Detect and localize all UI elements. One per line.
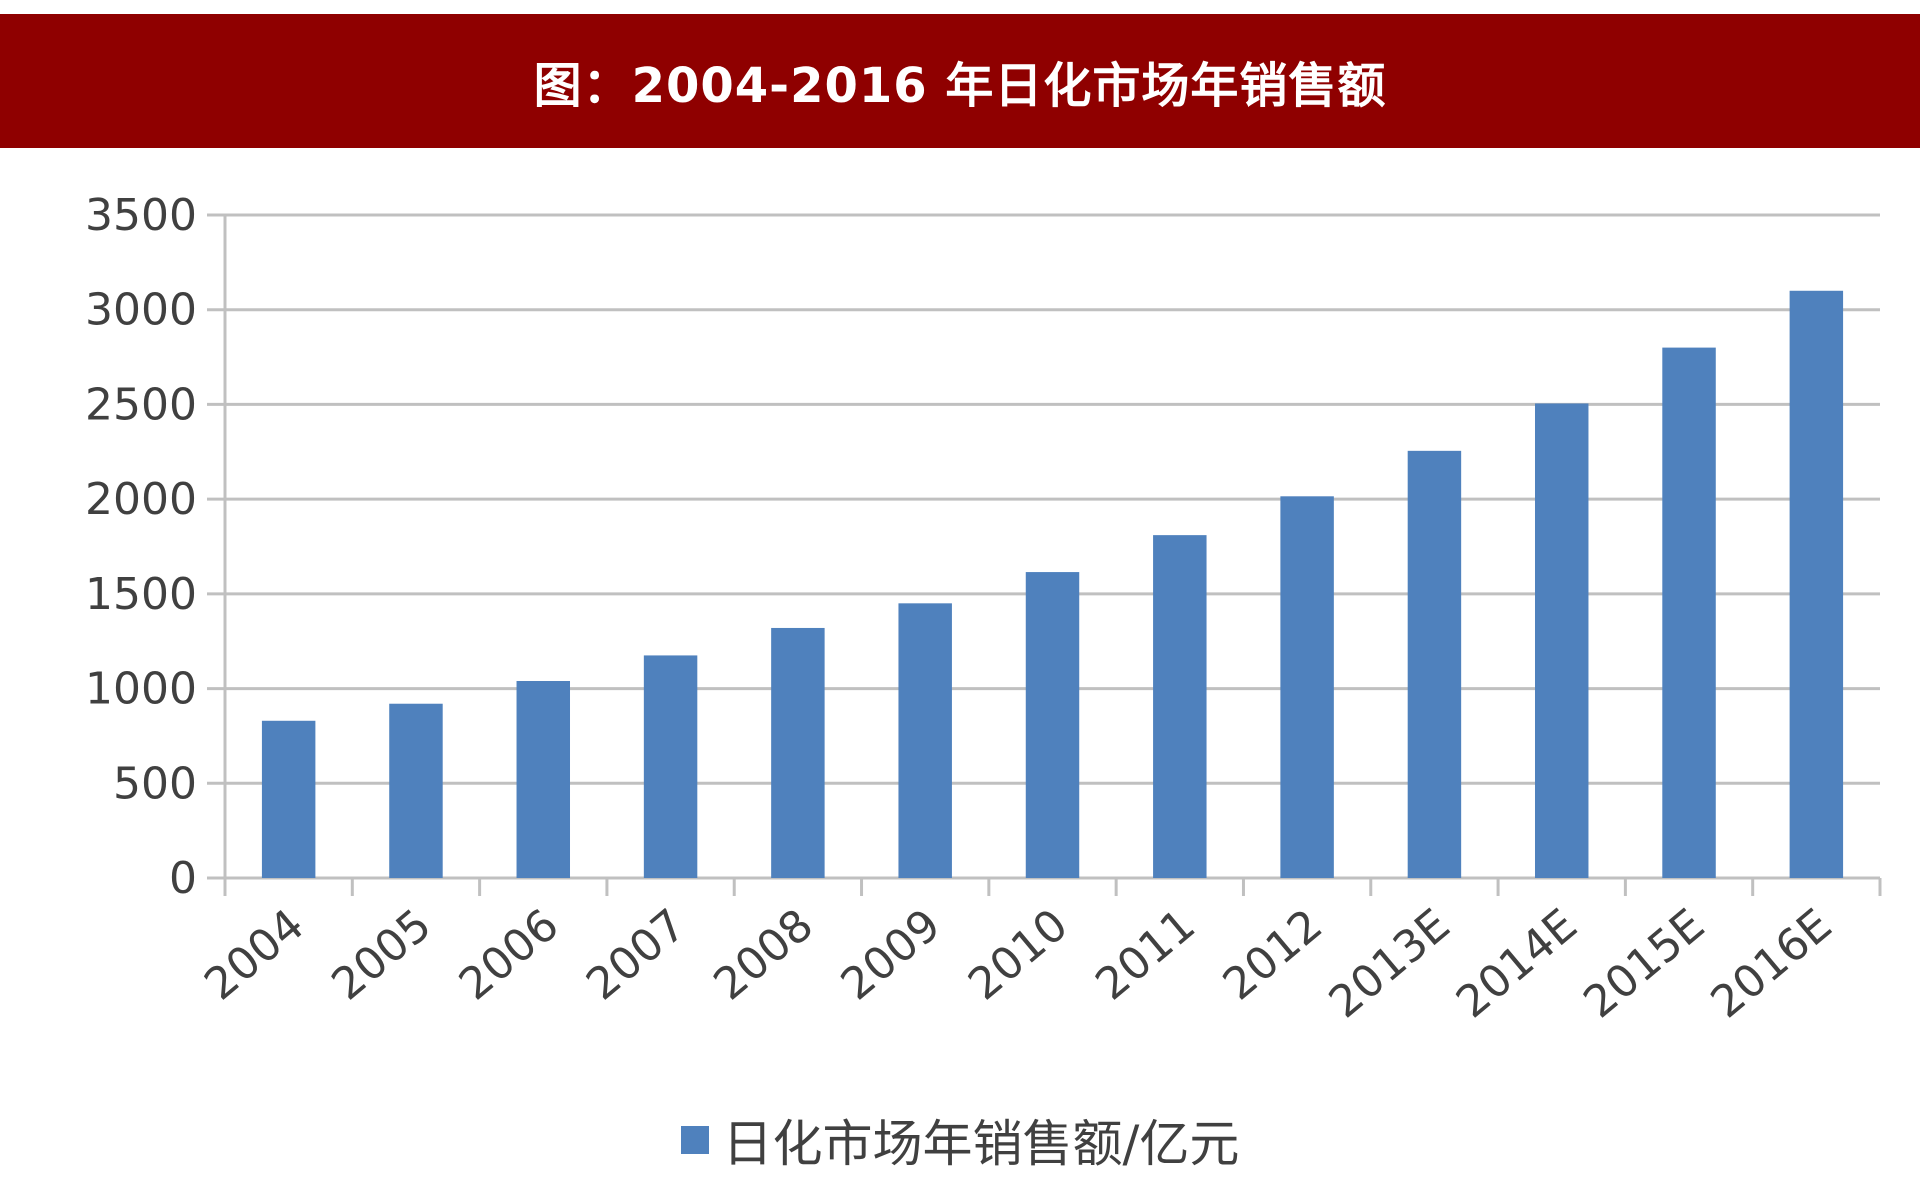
- bar: [1025, 572, 1080, 878]
- y-tick-label: 3000: [85, 285, 197, 336]
- chart-title-bar: 图：2004-2016 年日化市场年销售额: [0, 14, 1920, 148]
- x-tick-label: 2012: [1214, 899, 1333, 1010]
- legend: 日化市场年销售额/亿元: [0, 1105, 1920, 1175]
- x-tick-label: 2004: [195, 899, 314, 1010]
- bar: [1534, 403, 1589, 878]
- bar: [1153, 535, 1207, 878]
- y-tick-label: 1500: [85, 569, 197, 620]
- bar: [1280, 496, 1334, 878]
- y-tick-label: 3500: [85, 190, 197, 241]
- bar: [771, 627, 825, 878]
- bar: [1789, 290, 1844, 878]
- bar-chart: 0 500 1000 1500 2000 2500 3000 3500 2004 2005 2006…: [85, 190, 1882, 1028]
- y-tick-label: 2500: [85, 379, 197, 430]
- x-tick-label: 2008: [704, 899, 823, 1010]
- y-tick-label: 0: [169, 853, 197, 904]
- x-tick-label: 2006: [450, 899, 569, 1010]
- y-tick-label: 2000: [85, 474, 197, 525]
- x-tick-label: 2016E: [1702, 899, 1842, 1028]
- bar: [643, 655, 698, 878]
- x-tick-label: 2011: [1086, 899, 1205, 1010]
- x-tick-label: 2009: [832, 899, 951, 1010]
- legend-label: 日化市场年销售额/亿元: [722, 1115, 1240, 1173]
- bar: [389, 703, 443, 878]
- x-tick-label: 2007: [577, 899, 696, 1010]
- x-tick-label: 2010: [959, 899, 1078, 1010]
- x-tick-label: 2005: [322, 899, 441, 1010]
- bar: [261, 720, 316, 878]
- x-tick-label: 2014E: [1447, 899, 1587, 1028]
- x-tick-label: 2013E: [1320, 899, 1460, 1028]
- bar: [898, 603, 952, 878]
- legend-swatch: [680, 1126, 709, 1154]
- bar: [516, 680, 571, 878]
- bar: [1662, 347, 1716, 879]
- x-tick-label: 2015E: [1574, 899, 1714, 1028]
- bar: [1407, 450, 1462, 878]
- y-tick-label: 500: [113, 758, 197, 809]
- y-tick-label: 1000: [85, 664, 197, 715]
- chart-title: 图：2004-2016 年日化市场年销售额: [533, 58, 1387, 114]
